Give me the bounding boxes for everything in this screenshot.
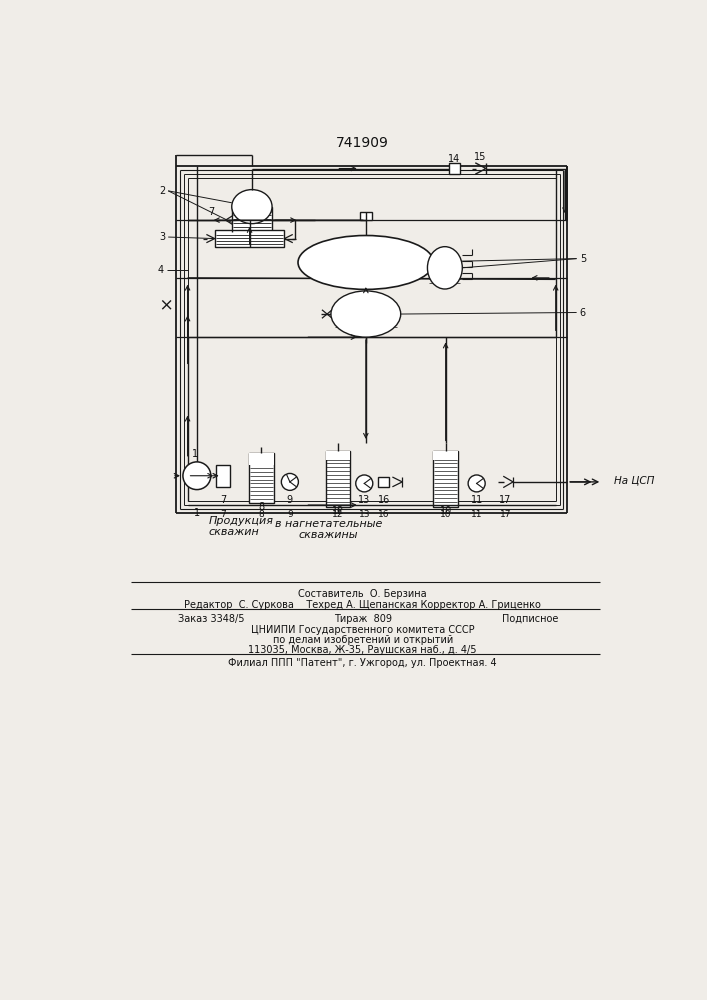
- Text: 10: 10: [440, 506, 452, 516]
- Text: 4: 4: [158, 265, 163, 275]
- Text: 11: 11: [471, 495, 483, 505]
- Circle shape: [356, 475, 373, 492]
- Bar: [215, 230, 284, 247]
- Text: Продукция
скважин: Продукция скважин: [209, 516, 274, 537]
- Text: 2: 2: [159, 186, 165, 196]
- Ellipse shape: [428, 247, 462, 289]
- Text: 13: 13: [358, 495, 370, 505]
- Bar: [378, 477, 389, 487]
- Text: 5: 5: [580, 254, 586, 264]
- Ellipse shape: [232, 190, 272, 224]
- Text: 17: 17: [500, 510, 511, 519]
- Text: 10: 10: [440, 510, 451, 519]
- Bar: [249, 453, 274, 503]
- Text: 7: 7: [221, 510, 226, 519]
- Text: 1: 1: [194, 508, 200, 518]
- Text: 7: 7: [209, 207, 215, 217]
- Text: 16: 16: [378, 495, 390, 505]
- Text: 15: 15: [474, 152, 486, 162]
- Text: Редактор  С. Суркова    Техред А. Щепанская Корректор А. Гриценко: Редактор С. Суркова Техред А. Щепанская …: [185, 600, 541, 610]
- Text: 16: 16: [378, 510, 390, 519]
- Text: Составитель  О. Берзина: Составитель О. Берзина: [298, 589, 427, 599]
- Text: 6: 6: [580, 308, 586, 318]
- Text: 741909: 741909: [337, 136, 389, 150]
- Bar: [433, 451, 458, 507]
- Text: Заказ 3348/5: Заказ 3348/5: [177, 614, 244, 624]
- Ellipse shape: [331, 291, 401, 337]
- Text: 8: 8: [258, 502, 264, 512]
- Text: 7: 7: [220, 495, 226, 505]
- Text: 9: 9: [287, 495, 293, 505]
- Circle shape: [183, 462, 211, 490]
- Bar: [449, 163, 460, 174]
- Text: 14: 14: [448, 154, 460, 164]
- Text: 9: 9: [287, 510, 293, 519]
- Text: На ЦСП: На ЦСП: [614, 475, 654, 485]
- Bar: [249, 453, 274, 465]
- Text: 12: 12: [332, 506, 344, 516]
- Bar: [325, 451, 351, 460]
- Circle shape: [281, 473, 298, 490]
- Bar: [216, 465, 230, 487]
- Bar: [325, 451, 351, 507]
- Text: 3: 3: [159, 232, 165, 242]
- Bar: [433, 451, 458, 460]
- Text: 11: 11: [471, 510, 482, 519]
- Text: 13: 13: [358, 510, 370, 519]
- Text: Подписное: Подписное: [502, 614, 559, 624]
- Ellipse shape: [298, 235, 433, 289]
- Circle shape: [468, 475, 485, 492]
- Text: по делам изобретений и открытий: по делам изобретений и открытий: [273, 635, 453, 645]
- Text: 1: 1: [192, 449, 198, 459]
- Text: 17: 17: [499, 495, 511, 505]
- Text: Тираж  809: Тираж 809: [334, 614, 392, 624]
- Text: 12: 12: [332, 510, 344, 519]
- Text: ЦНИИПИ Государственного комитета СССР: ЦНИИПИ Государственного комитета СССР: [251, 625, 474, 635]
- Text: 113035, Москва, Ж-35, Раушская наб., д. 4/5: 113035, Москва, Ж-35, Раушская наб., д. …: [248, 645, 477, 655]
- Bar: [232, 207, 272, 232]
- Text: 8: 8: [258, 510, 264, 519]
- Text: в нагнетательные
скважины: в нагнетательные скважины: [275, 519, 382, 540]
- Bar: [360, 212, 372, 220]
- Text: Филиал ППП "Патент", г. Ужгород, ул. Проектная. 4: Филиал ППП "Патент", г. Ужгород, ул. Про…: [228, 658, 497, 668]
